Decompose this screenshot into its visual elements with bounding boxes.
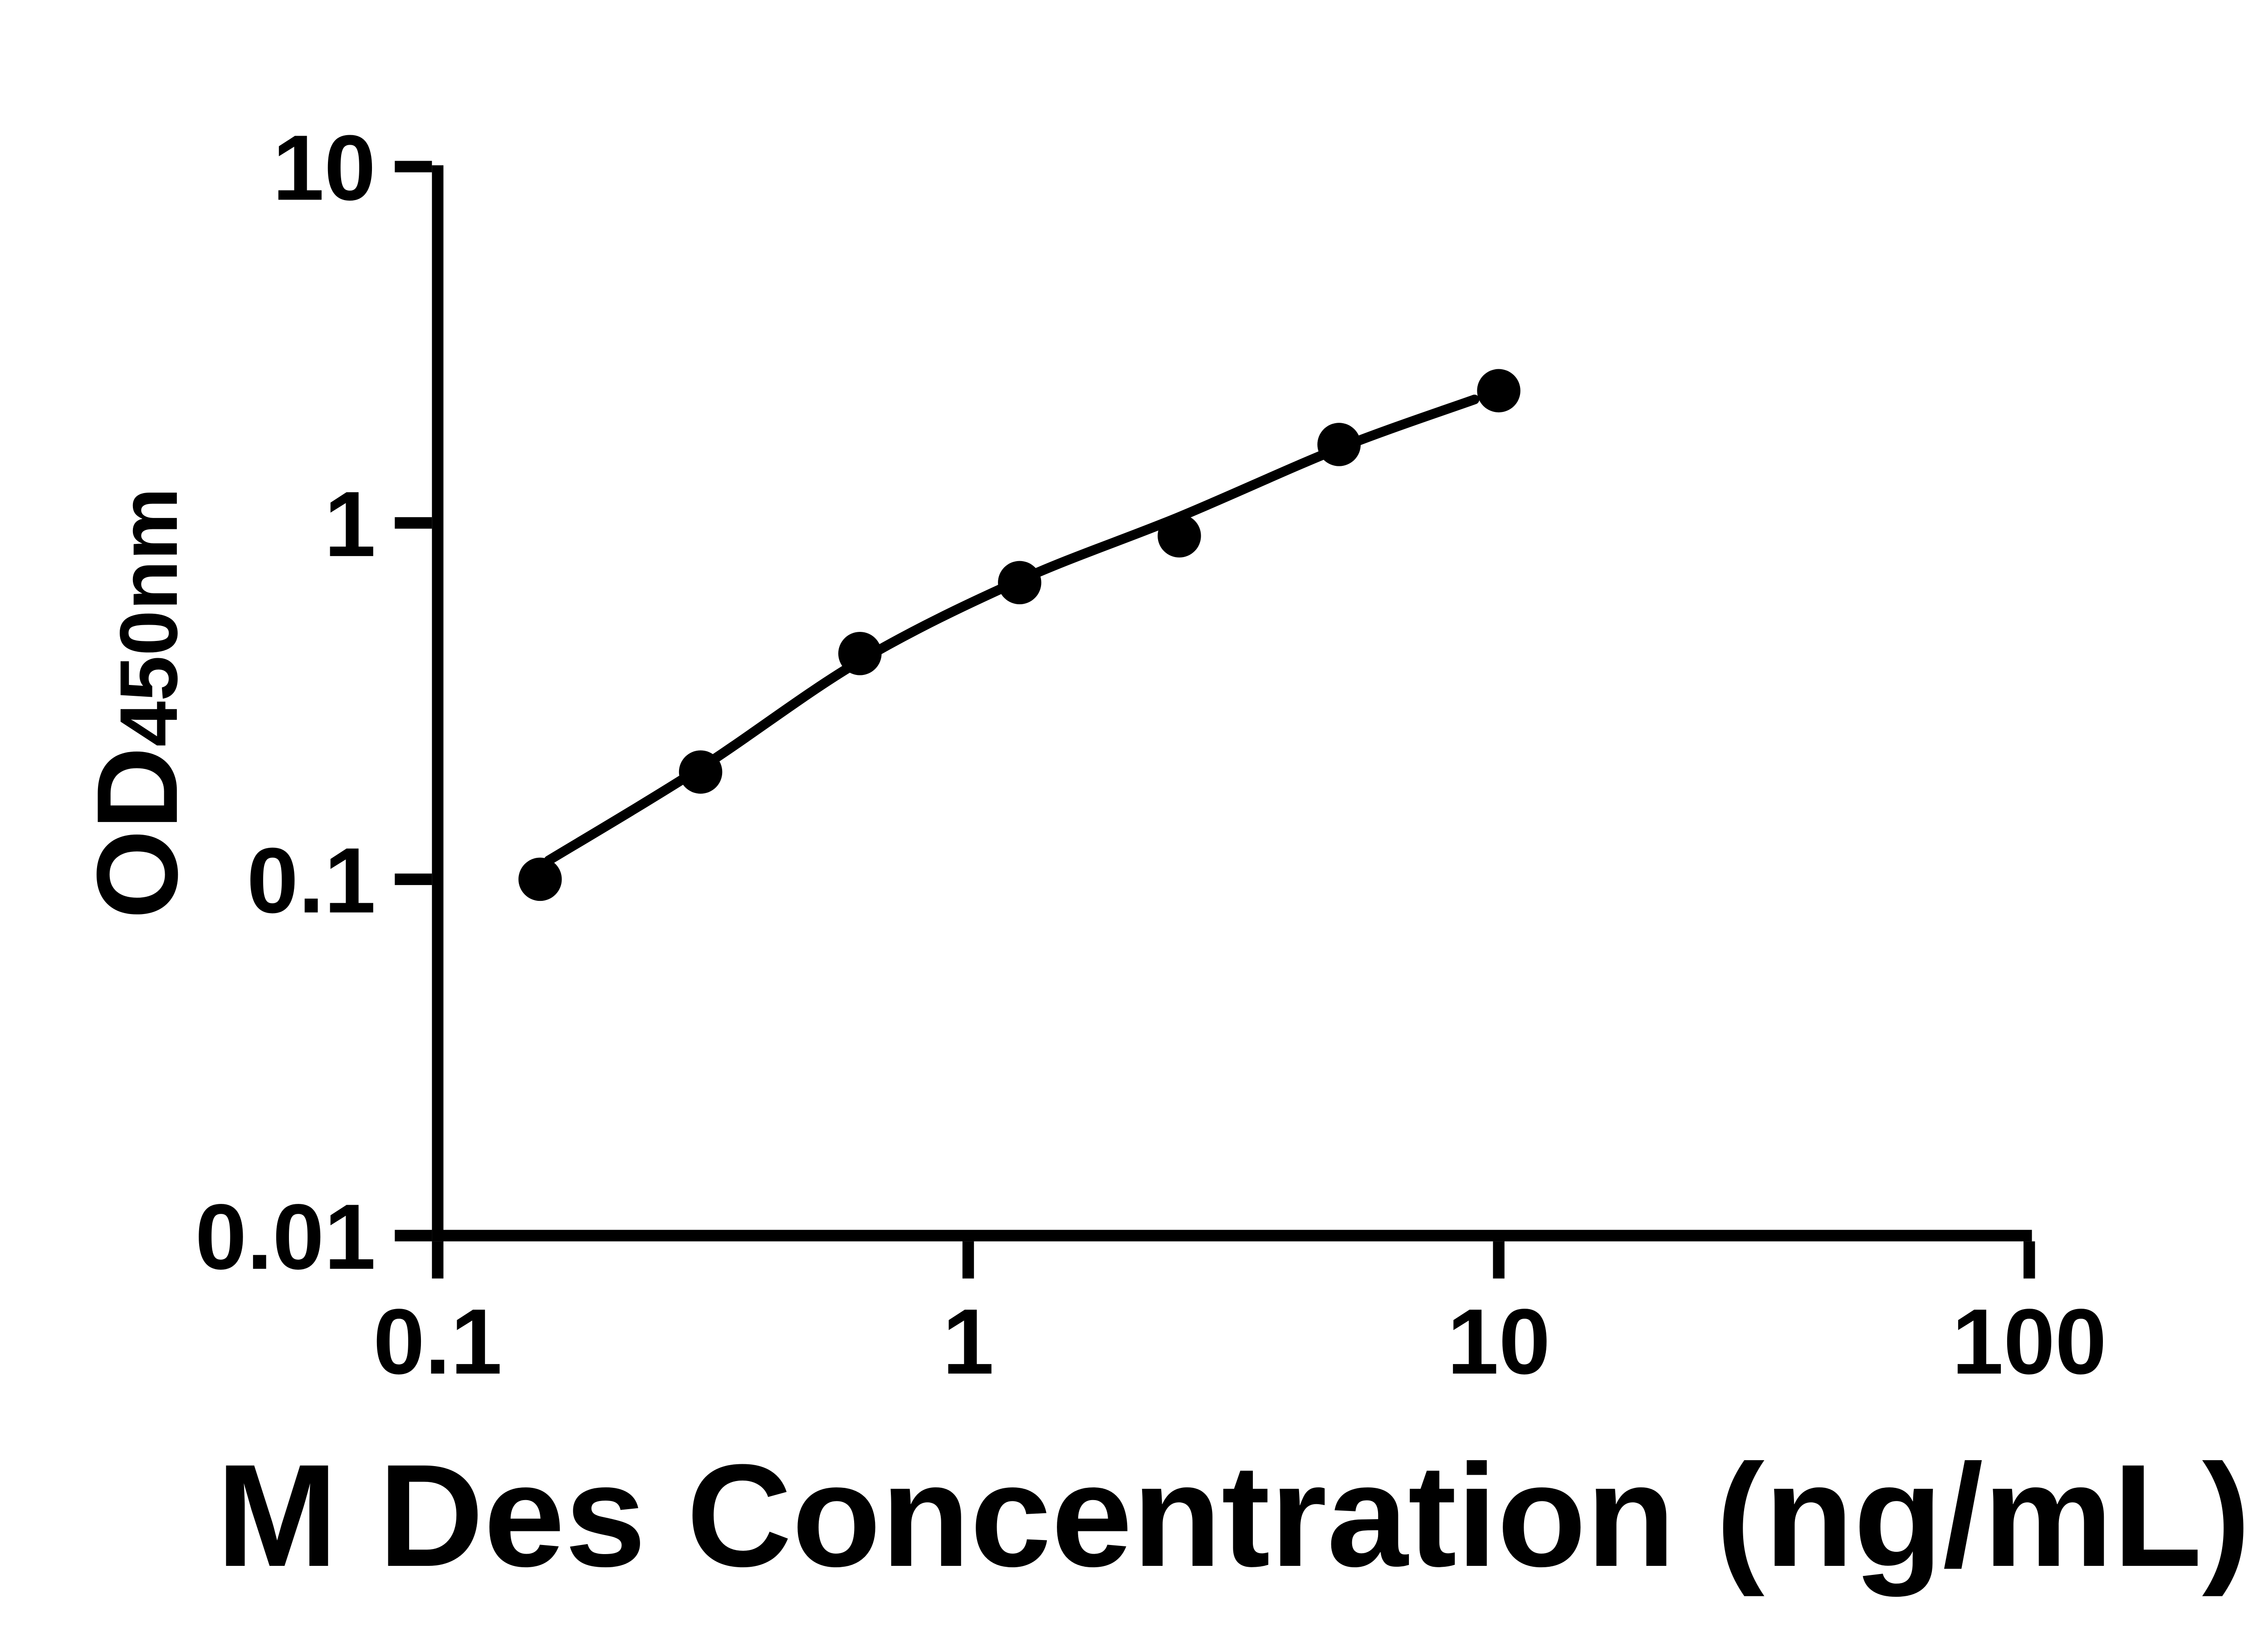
x-tick-label-10: 10 — [1447, 1290, 1550, 1393]
data-point-5 — [1158, 514, 1201, 558]
y-axis: 10 1 0.1 0.01 — [195, 116, 444, 1289]
x-tick-label-100: 100 — [1952, 1290, 2107, 1393]
x-axis-tick-labels: 0.1 1 10 100 — [373, 1290, 2107, 1393]
y-axis-ticks — [395, 161, 432, 1242]
y-axis-title-main: OD — [73, 747, 201, 919]
y-tick-label-10: 10 — [273, 116, 376, 220]
y-tick-label-0.01: 0.01 — [195, 1185, 376, 1289]
x-axis-title: M Des Concentration (ng/mL) — [216, 1434, 2251, 1598]
y-axis-title: OD450nm — [73, 488, 201, 919]
data-point-7 — [1477, 369, 1520, 413]
data-point-1 — [518, 857, 562, 901]
x-axis: 0.1 1 10 100 — [373, 1230, 2107, 1393]
data-point-2 — [679, 750, 723, 794]
x-tick-label-0.1: 0.1 — [373, 1290, 503, 1393]
data-points — [518, 369, 1520, 901]
y-tick-label-0.1: 0.1 — [247, 829, 376, 933]
y-tick-label-1: 1 — [324, 473, 376, 576]
y-axis-tick-labels: 10 1 0.1 0.01 — [195, 116, 376, 1289]
x-axis-ticks — [432, 1241, 2035, 1279]
data-point-6 — [1317, 423, 1361, 466]
y-axis-title-subscript: 450nm — [103, 488, 195, 747]
data-point-4 — [998, 561, 1041, 605]
x-tick-label-1: 1 — [943, 1290, 994, 1393]
chart-background — [0, 20, 2268, 1613]
data-point-3 — [838, 631, 882, 675]
